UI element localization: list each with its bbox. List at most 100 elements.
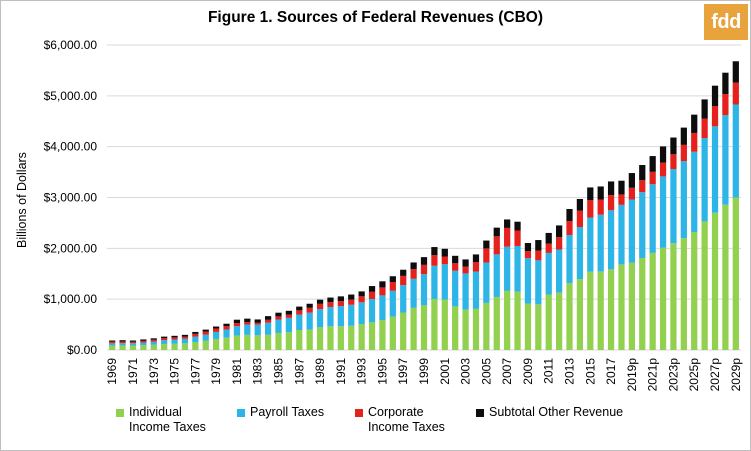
bar-segment-other-1974: [161, 336, 168, 339]
x-tick-label: 1969: [105, 358, 119, 385]
bar-segment-payroll-2013: [566, 234, 573, 284]
bar-segment-payroll-1978: [202, 334, 209, 341]
bar-segment-payroll-1995: [379, 295, 386, 320]
bar-segment-individual-1985: [275, 332, 282, 350]
bar-segment-payroll-1988: [306, 312, 313, 330]
bar-segment-payroll-2002: [452, 270, 459, 307]
bar-segment-corporate-1980: [223, 326, 230, 330]
bar-segment-corporate-1994: [368, 291, 376, 299]
bar-segment-corporate-2019p: [628, 187, 635, 200]
bar-segment-other-2003: [462, 259, 469, 267]
x-tick-label: 2001: [438, 358, 452, 385]
bar-segment-payroll-2009: [524, 258, 532, 304]
bar-segment-other-2007: [504, 219, 511, 228]
bar-segment-payroll-1983: [254, 324, 261, 336]
bar-segment-individual-1969: [109, 345, 116, 350]
bar-segment-other-2004: [472, 254, 480, 262]
bar-segment-individual-2002: [452, 306, 459, 350]
legend-swatch-corporate: [355, 409, 363, 417]
bar-segment-other-2012: [556, 225, 563, 238]
x-tick-label: 1995: [375, 358, 389, 385]
x-tick-label: 1979: [209, 358, 223, 385]
bar-segment-individual-2022p: [659, 247, 667, 350]
bar-segment-individual-2012: [556, 292, 563, 350]
bar-segment-other-1985: [275, 312, 282, 317]
bar-segment-individual-2004: [472, 308, 480, 350]
bar-segment-individual-2021p: [649, 252, 656, 350]
bar-segment-other-2008: [514, 221, 521, 231]
bar-segment-other-2009: [524, 243, 532, 252]
bar-segment-other-1991: [337, 296, 344, 302]
bar-segment-corporate-2024p: [680, 144, 687, 162]
bar-segment-payroll-1984: [264, 322, 272, 335]
bar-segment-corporate-1987: [296, 310, 303, 315]
bar-segment-individual-1991: [337, 326, 344, 350]
bar-segment-individual-1972: [140, 345, 147, 350]
bar-segment-payroll-2024p: [680, 161, 687, 239]
bar-segment-payroll-1991: [337, 306, 344, 327]
bar-segment-other-2015: [587, 187, 594, 201]
bar-segment-payroll-1977: [192, 336, 199, 343]
bar-segment-corporate-2027p: [711, 106, 719, 127]
bar-segment-corporate-1993: [358, 296, 365, 303]
x-tick-label: 1989: [313, 358, 327, 385]
bar-segment-individual-2016: [597, 271, 604, 350]
bar-segment-individual-1984: [264, 334, 272, 350]
bar-segment-payroll-2014: [576, 227, 584, 280]
bar-segment-corporate-1996: [389, 282, 396, 291]
x-tick-label: 2025p: [687, 358, 701, 392]
bar-segment-other-2013: [566, 208, 573, 222]
bar-segment-corporate-2018: [618, 194, 625, 205]
bar-segment-corporate-1978: [202, 331, 209, 335]
bar-segment-other-2001: [441, 248, 448, 257]
bar-segment-other-1977: [192, 331, 199, 334]
bar-segment-payroll-1982: [244, 324, 251, 335]
bar-segment-payroll-1969: [109, 343, 116, 346]
bar-segment-corporate-2009: [524, 251, 532, 259]
bar-segment-payroll-2011: [545, 252, 552, 295]
bar-segment-other-2020p: [639, 165, 646, 181]
bar-segment-payroll-1992: [348, 304, 355, 326]
legend-label-corporate-1: Corporate: [368, 405, 424, 419]
x-axis-ticks: 1969 1971 1973 1975 1977 1979 1981 1983 1985 1987…: [105, 358, 743, 392]
bar-segment-corporate-1969: [109, 341, 116, 344]
bar-segment-individual-2007: [504, 290, 511, 350]
y-tick-label: $0.00: [67, 343, 97, 357]
bar-segment-other-1996: [389, 276, 396, 283]
bar-segment-individual-1974: [161, 343, 168, 350]
x-tick-label: 1985: [271, 358, 285, 385]
bar-segment-other-1986: [285, 310, 293, 315]
x-tick-label: 1981: [230, 358, 244, 385]
bar-segment-payroll-1975: [171, 339, 178, 344]
bar-segment-other-2017: [607, 181, 615, 196]
legend-swatch-individual: [116, 409, 124, 417]
bar-segment-corporate-2001: [441, 256, 448, 265]
legend-item-other: Subtotal Other Revenue: [476, 405, 623, 420]
bar-segment-individual-2015: [587, 271, 594, 350]
bar-segment-corporate-1985: [275, 316, 282, 320]
bar-segment-payroll-2027p: [711, 126, 719, 213]
bar-segment-payroll-2016: [597, 214, 604, 272]
bar-segment-other-2028p: [722, 72, 729, 95]
bar-segment-corporate-1992: [348, 299, 355, 305]
bar-segment-other-2019p: [628, 173, 635, 188]
x-tick-label: 2019p: [625, 358, 639, 392]
bar-segment-payroll-1973: [150, 341, 157, 345]
bar-segment-individual-1978: [202, 340, 209, 350]
bar-segment-individual-1989: [316, 327, 324, 350]
y-tick-label: $4,000.00: [44, 140, 98, 154]
bar-segment-individual-1971: [129, 345, 137, 350]
bar-segment-individual-1998: [410, 307, 417, 350]
bar-segment-individual-1996: [389, 316, 396, 350]
bar-segment-payroll-1985: [275, 319, 282, 333]
bar-segment-payroll-1987: [296, 314, 303, 331]
bar-segment-payroll-2003: [462, 273, 469, 310]
bar-segment-payroll-2017: [607, 210, 615, 270]
bar-segment-other-1988: [306, 303, 313, 308]
bar-segment-individual-2009: [524, 303, 532, 350]
bar-segment-corporate-1975: [171, 337, 178, 340]
x-tick-label: 1987: [292, 358, 306, 385]
bar-segment-payroll-1972: [140, 342, 147, 346]
